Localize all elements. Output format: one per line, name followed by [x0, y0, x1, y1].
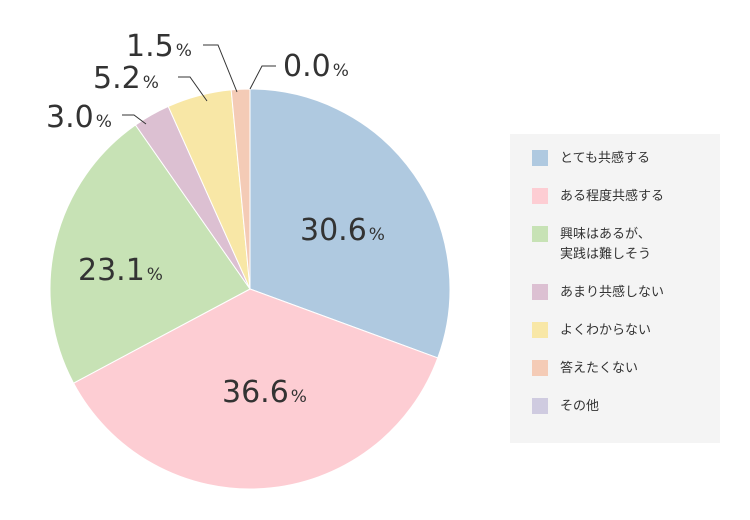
- data-label-1: 30.6%: [300, 213, 385, 248]
- legend-swatch: [532, 284, 548, 300]
- data-label-7: 0.0%: [283, 49, 349, 84]
- legend-label: とても共感する: [560, 151, 650, 166]
- leader-line-5: [178, 76, 208, 102]
- pie-slices: [49, 88, 451, 490]
- data-label-6: 1.5%: [126, 29, 192, 64]
- data-label-2: 36.6%: [222, 375, 307, 410]
- data-labels: 30.6 % 36.6 % 23.1 % 3.0 % 5.2 %1.5% 0.0%: [46, 29, 385, 410]
- data-label-5: 5.2%: [93, 61, 159, 96]
- leader-lines: [122, 44, 276, 125]
- legend-item-2: ある程度共感する: [510, 187, 720, 225]
- data-label-3: 23.1%: [78, 253, 163, 288]
- pie-slice-2: [72, 288, 439, 490]
- legend-label: あまり共感しない: [560, 285, 665, 300]
- legend-swatch: [532, 150, 548, 166]
- data-label-4: 3.0%: [46, 100, 112, 135]
- pie-slice-1: [249, 88, 451, 359]
- legend-label: 答えたくない: [560, 361, 639, 376]
- legend-item-1: とても共感する: [510, 149, 720, 187]
- pie-slice-6: [230, 88, 251, 290]
- legend-item-3: 興味はあるが、 実践は難しそう: [510, 225, 720, 283]
- legend-label: その他: [560, 399, 600, 414]
- leader-line-4: [122, 114, 147, 125]
- legend-swatch: [532, 322, 548, 338]
- legend: とても共感する ある程度共感する興味はあるが、 実践は難しそうあまり共感しない よく…: [510, 134, 720, 443]
- legend-label: 興味はあるが、 実践は難しそう: [560, 227, 652, 262]
- legend-item-4: あまり共感しない: [510, 283, 720, 321]
- legend-swatch: [532, 360, 548, 376]
- legend-swatch: [532, 188, 548, 204]
- legend-item-7: その他: [510, 397, 720, 435]
- pie-chart: 30.6 % 36.6 % 23.1 % 3.0 % 5.2 %1.5% 0.0%: [46, 29, 451, 490]
- pie-slice-3: [49, 124, 251, 384]
- legend-swatch: [532, 398, 548, 414]
- legend-label: ある程度共感する: [560, 189, 665, 204]
- leader-line-6: [203, 44, 238, 93]
- leader-line-7: [249, 65, 276, 90]
- legend-item-6: 答えたくない: [510, 359, 720, 397]
- legend-item-5: よくわからない: [510, 321, 720, 359]
- legend-swatch: [532, 226, 548, 242]
- legend-label: よくわからない: [560, 323, 652, 338]
